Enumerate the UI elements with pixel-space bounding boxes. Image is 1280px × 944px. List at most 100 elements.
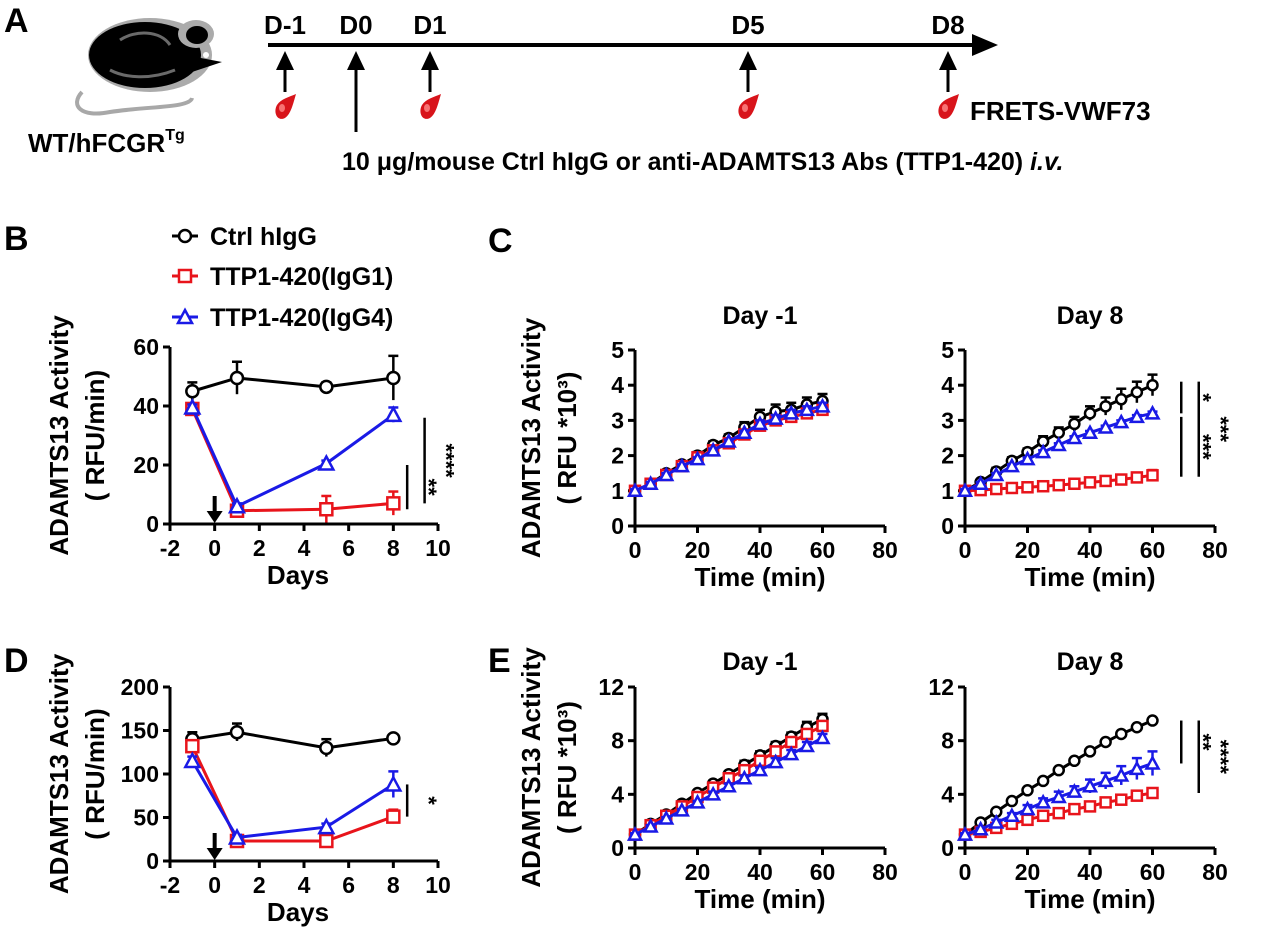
significance-label: ** (416, 479, 441, 497)
x-tick-label: 0 (208, 872, 221, 898)
timeline-day-label: D5 (731, 10, 764, 40)
x-axis-title: Days (267, 897, 329, 927)
data-point (626, 825, 644, 841)
data-point (1081, 424, 1099, 439)
y-tick-label: 1 (941, 478, 954, 504)
data-point (988, 466, 1005, 482)
y-axis-unit: ( RFU *10³) (552, 372, 582, 505)
data-point (317, 453, 336, 471)
timeline-arrowhead (972, 34, 998, 56)
timeline-day-label: D8 (931, 10, 964, 40)
y-axis-title: ADAMTS13 Activity (44, 315, 74, 556)
significance-label: **** (1208, 740, 1233, 775)
series-igg1 (958, 786, 1159, 841)
data-point (673, 457, 690, 473)
data-point (1115, 793, 1128, 806)
panel-letter: B (4, 220, 29, 258)
blood-drop-icon (738, 94, 759, 119)
data-point (736, 769, 753, 785)
x-tick-label: 0 (629, 537, 642, 563)
data-point (783, 404, 800, 420)
series-line (190, 406, 395, 509)
x-axis-title: Time (min) (1025, 562, 1156, 592)
data-point (183, 397, 202, 415)
y-tick-label: 20 (133, 452, 159, 478)
blood-drop-icon (938, 94, 959, 119)
data-point (1003, 807, 1020, 823)
series-line (190, 408, 394, 513)
y-tick-label: 0 (941, 835, 954, 861)
legend-label: Ctrl hIgG (210, 223, 317, 251)
x-tick-label: 0 (959, 859, 972, 885)
x-tick-label: 60 (1140, 537, 1166, 563)
series-line (192, 730, 394, 750)
data-point (642, 475, 659, 491)
y-tick-label: 40 (133, 393, 159, 419)
data-point (384, 405, 403, 423)
x-tick-label: -2 (160, 872, 180, 898)
data-point (1113, 766, 1130, 782)
series-line (190, 745, 394, 843)
data-point (1036, 479, 1050, 493)
y-axis-title: ADAMTS13 Activity (44, 653, 74, 894)
series-ctrl (185, 354, 401, 401)
y-axis-unit: ( RFU *10³) (552, 701, 582, 834)
y-axis-unit: ( RFU/min) (80, 708, 110, 839)
series-ctrl (185, 722, 401, 757)
x-tick-label: 80 (872, 537, 898, 563)
data-point (1128, 760, 1145, 776)
data-point (1052, 763, 1065, 777)
data-point (783, 745, 800, 761)
data-point (386, 496, 401, 511)
data-point (1052, 806, 1065, 820)
blood-drop-icon (275, 94, 296, 119)
x-tick-label: 2 (253, 535, 266, 561)
data-point (972, 475, 989, 491)
chart-title: Day 8 (1057, 648, 1124, 676)
mouse-illustration (75, 18, 222, 116)
legend-item: Ctrl hIgG (172, 223, 317, 251)
data-point (972, 820, 989, 836)
x-axis-title: Time (min) (695, 562, 826, 592)
data-point (319, 379, 334, 395)
x-tick-label: 20 (1015, 859, 1041, 885)
chart-panel-e1: E Day -1 0 4 8 12 0 20 40 60 80 Time (min) ADAMTS13 … (488, 642, 898, 914)
y-tick-label: 3 (941, 407, 954, 433)
x-tick-label: 8 (387, 535, 400, 561)
x-tick-label: 4 (298, 535, 311, 561)
data-point (183, 751, 202, 769)
panel-a: A WT/hFCGRTg D-1 D0 D1 D5 D8 FRETS-VWF73 10 … (4, 2, 1151, 176)
y-tick-label: 12 (598, 674, 624, 700)
data-point (185, 738, 200, 754)
series-ctrl (958, 714, 1159, 841)
data-point (990, 482, 1003, 496)
data-point (736, 424, 753, 439)
data-point (642, 817, 659, 833)
data-point (658, 466, 675, 482)
significance-label: * (416, 796, 441, 805)
x-tick-label: 60 (810, 859, 836, 885)
y-tick-label: 1 (611, 478, 624, 504)
data-point (814, 397, 831, 413)
data-point (317, 817, 336, 835)
series-igg4 (956, 750, 1161, 841)
data-point (1099, 474, 1112, 488)
y-tick-label: 2 (941, 443, 954, 469)
y-tick-label: 50 (133, 805, 159, 831)
y-tick-label: 4 (611, 781, 624, 807)
x-tick-label: 40 (1077, 537, 1103, 563)
y-tick-label: 0 (941, 513, 954, 539)
data-point (1068, 802, 1081, 816)
data-point (1005, 794, 1019, 808)
data-point (386, 731, 401, 746)
chart-panel-c1: C Day -1 0 1 2 3 4 5 0 20 40 60 80 Time (min) ADAMTS13… (488, 222, 898, 592)
x-tick-label: 20 (685, 859, 711, 885)
data-point (1083, 407, 1097, 420)
drop-label: FRETS-VWF73 (970, 96, 1151, 126)
data-point (227, 827, 247, 845)
x-tick-label: 10 (425, 872, 451, 898)
